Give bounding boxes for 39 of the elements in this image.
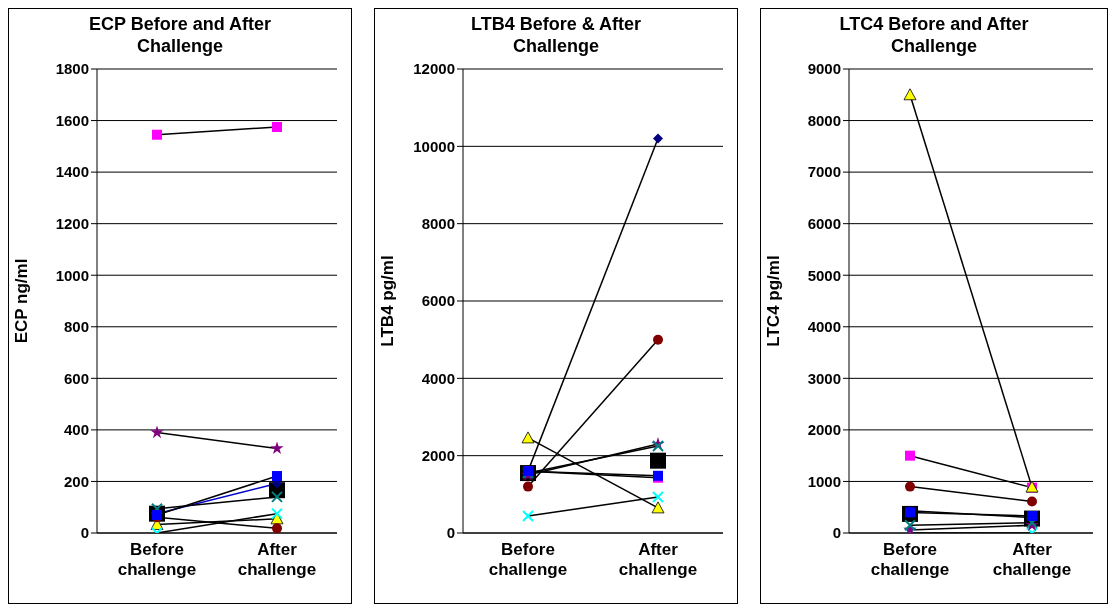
y-tick-label: 6000 — [421, 292, 455, 310]
chart-title: ECP Before and After Challenge — [87, 13, 272, 58]
y-tick-label: 1400 — [55, 163, 89, 181]
y-axis-title: ECP ng/ml — [12, 258, 32, 344]
y-tick-label: 1200 — [55, 214, 89, 232]
y-axis-title: LTB4 pg/ml — [378, 255, 398, 347]
chart-title: LTB4 Before & After Challenge — [470, 13, 642, 58]
y-tick-label: 0 — [446, 524, 455, 542]
y-tick-label: 1600 — [55, 111, 89, 129]
y-tick-label: 12000 — [413, 60, 455, 78]
y-tick-label: 4000 — [807, 318, 841, 336]
y-tick-label: 5000 — [807, 266, 841, 284]
y-tick-label: 800 — [63, 318, 89, 336]
chart-title: LTC4 Before and After Challenge — [838, 13, 1030, 58]
y-tick-label: 1000 — [807, 472, 841, 490]
y-tick-label: 200 — [63, 472, 89, 490]
y-axis-title: LTC4 pg/ml — [764, 255, 784, 347]
x-tick-label: Before challenge — [117, 540, 197, 579]
y-tick-label: 600 — [63, 369, 89, 387]
y-tick-label: 0 — [832, 524, 841, 542]
y-tick-label: 6000 — [807, 214, 841, 232]
y-tick-label: 2000 — [807, 421, 841, 439]
y-tick-label: 8000 — [421, 214, 455, 232]
x-tick-label: Before challenge — [488, 540, 568, 579]
y-tick-label: 7000 — [807, 163, 841, 181]
y-tick-label: 8000 — [807, 111, 841, 129]
y-tick-label: 0 — [80, 524, 89, 542]
x-tick-label: Before challenge — [870, 540, 950, 579]
x-tick-label: After challenge — [618, 540, 698, 579]
y-tick-label: 1000 — [55, 266, 89, 284]
y-tick-label: 2000 — [421, 446, 455, 464]
y-tick-label: 400 — [63, 421, 89, 439]
x-tick-label: After challenge — [992, 540, 1072, 579]
y-tick-label: 9000 — [807, 60, 841, 78]
y-tick-label: 3000 — [807, 369, 841, 387]
x-tick-label: After challenge — [237, 540, 317, 579]
y-tick-label: 4000 — [421, 369, 455, 387]
y-tick-label: 1800 — [55, 60, 89, 78]
y-tick-label: 10000 — [413, 137, 455, 155]
